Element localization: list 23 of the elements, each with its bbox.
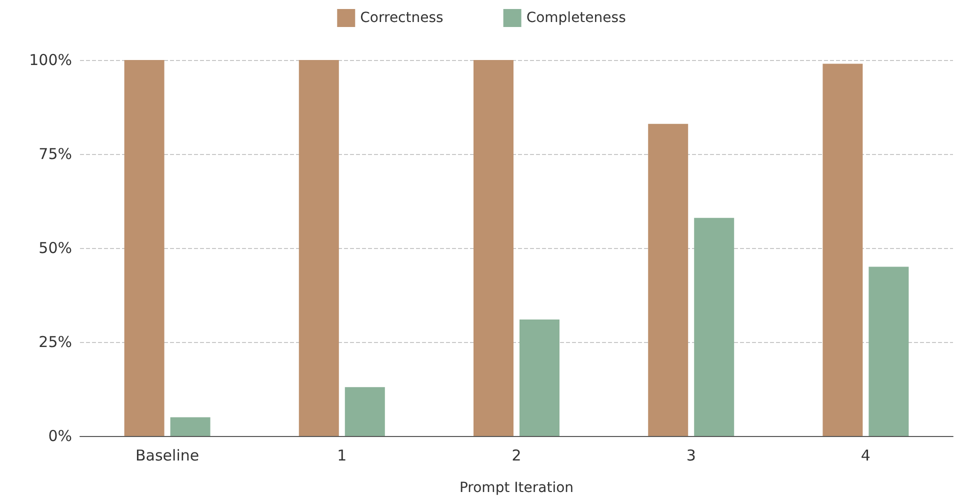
y-tick-label: 25%: [38, 333, 72, 351]
bar: [648, 124, 688, 436]
x-tick-label: 4: [860, 446, 870, 464]
bar: [694, 218, 734, 436]
x-tick-label: 3: [686, 446, 696, 464]
bar: [868, 266, 909, 436]
x-axis-title: Prompt Iteration: [459, 480, 574, 496]
legend-label: Correctness: [360, 10, 444, 26]
bar: [474, 60, 514, 436]
legend-label: Completeness: [526, 10, 626, 26]
y-tick-label: 0%: [48, 427, 72, 445]
y-tick-label: 50%: [38, 239, 72, 257]
y-tick-label: 100%: [29, 51, 72, 69]
bar: [520, 319, 560, 436]
bar: [170, 417, 210, 436]
x-tick-label: 1: [337, 446, 347, 464]
bar: [298, 60, 339, 436]
x-tick-label: 2: [512, 446, 522, 464]
bar: [124, 60, 164, 436]
bar: [344, 387, 385, 436]
x-tick-label: Baseline: [135, 446, 200, 464]
bar: [822, 64, 863, 436]
y-tick-label: 75%: [38, 145, 72, 163]
